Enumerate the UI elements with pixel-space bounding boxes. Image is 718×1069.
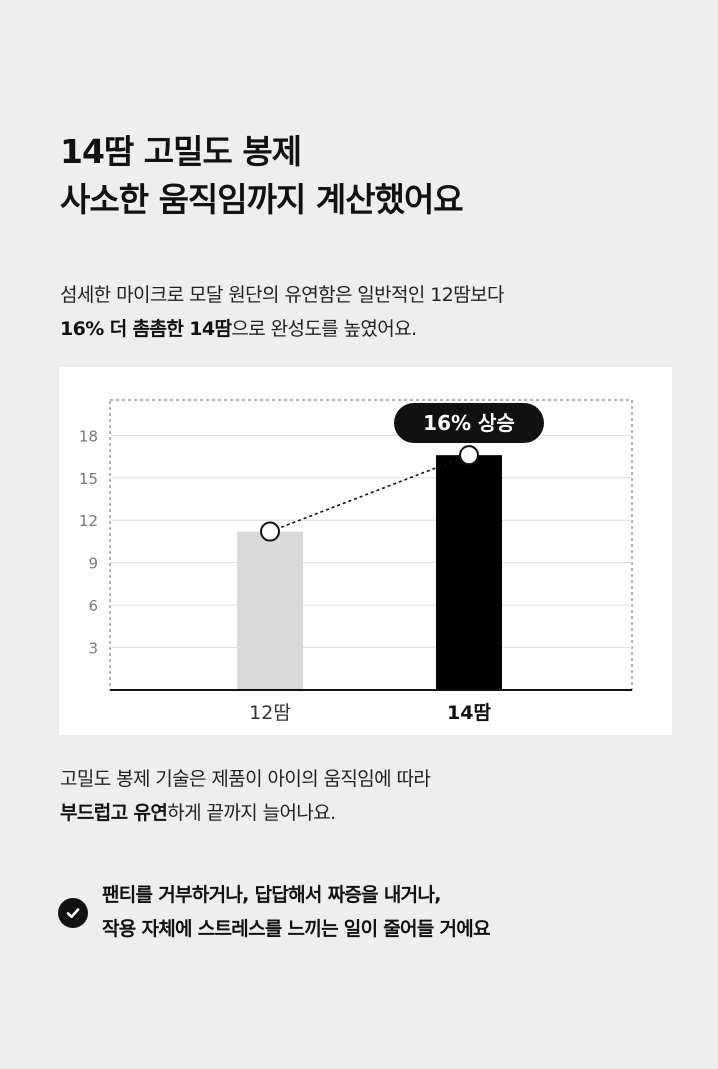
intro-highlight: 16% 더 촘촘한 14땀 <box>60 318 232 340</box>
data-point-marker <box>459 445 479 466</box>
x-tick-label: 12땀 <box>249 702 291 724</box>
intro-paragraph: 섬세한 마이크로 모달 원단의 유연함은 일반적인 12땀보다 16% 더 촘촘… <box>60 278 504 346</box>
plot-frame <box>109 399 633 691</box>
y-tick-label: 18 <box>79 427 98 445</box>
intro-line-2-rest: 으로 완성도를 높였어요. <box>231 318 417 340</box>
benefit-note: 팬티를 거부하거나, 답답해서 짜증을 내거나, 작용 자체에 스트레스를 느끼… <box>58 878 698 946</box>
y-tick-label: 9 <box>88 555 98 573</box>
annotation-badge <box>394 403 544 443</box>
check-circle-icon <box>58 898 88 928</box>
bar-1 <box>237 531 303 690</box>
annotation-label: 16% 상승 <box>423 411 515 435</box>
bar-2 <box>436 455 502 690</box>
data-point-marker <box>260 521 280 542</box>
chart-card: 3 6 9 12 15 18 12땀 14땀 16% 상승 <box>59 367 672 735</box>
headline: 14땀 고밀도 봉제 사소한 움직임까지 계산했어요 <box>60 128 464 224</box>
body-line-2: 부드럽고 유연하게 끝까지 늘어나요. <box>60 796 430 830</box>
intro-line-1: 섬세한 마이크로 모달 원단의 유연함은 일반적인 12땀보다 <box>60 284 504 306</box>
y-tick-label: 6 <box>88 597 98 615</box>
stitch-density-chart: 3 6 9 12 15 18 12땀 14땀 16% 상승 <box>79 399 633 724</box>
benefit-note-line-2: 작용 자체에 스트레스를 느끼는 일이 줄어들 거에요 <box>102 918 491 940</box>
y-tick-label: 12 <box>79 512 98 530</box>
benefit-note-line-1: 팬티를 거부하거나, 답답해서 짜증을 내거나, <box>102 884 441 906</box>
headline-line-1: 14땀 고밀도 봉제 <box>60 132 302 171</box>
body-highlight: 부드럽고 유연 <box>60 802 168 824</box>
headline-line-2: 사소한 움직임까지 계산했어요 <box>60 180 464 219</box>
x-tick-label: 14땀 <box>447 702 491 724</box>
body-paragraph: 고밀도 봉제 기술은 제품이 아이의 움직임에 따라 부드럽고 유연하게 끝까지… <box>60 762 431 830</box>
body-line-1: 고밀도 봉제 기술은 제품이 아이의 움직임에 따라 <box>60 768 431 790</box>
intro-line-2: 16% 더 촘촘한 14땀으로 완성도를 높였어요. <box>60 312 504 346</box>
y-tick-label: 15 <box>79 470 98 488</box>
y-tick-label: 3 <box>88 640 98 658</box>
body-line-2-rest: 하게 끝까지 늘어나요. <box>167 802 336 824</box>
benefit-note-text: 팬티를 거부하거나, 답답해서 짜증을 내거나, 작용 자체에 스트레스를 느끼… <box>102 878 491 946</box>
